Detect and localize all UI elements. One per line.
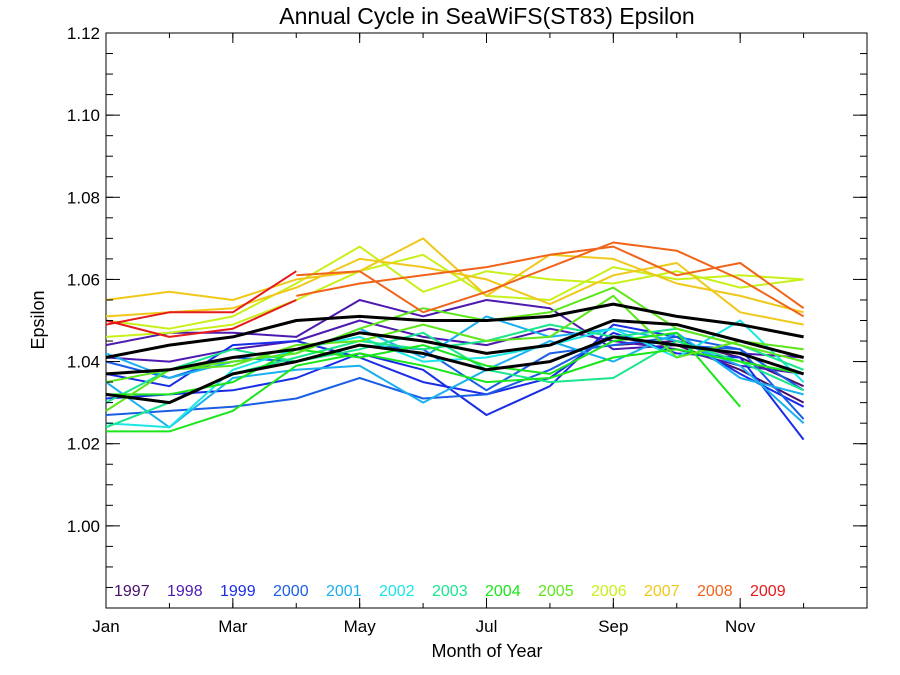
series-line-1999-4 (105, 323, 805, 416)
x-axis-label: Month of Year (431, 641, 542, 661)
legend: 1997 1998 1999 2000 2001 2002 2003 2004 2005 2006… (114, 583, 786, 600)
legend-item-1998: 1998 (167, 583, 203, 600)
x-tick-label: May (344, 617, 377, 636)
y-axis-label: Epsilon (28, 290, 48, 349)
legend-item-2005: 2005 (538, 583, 574, 600)
legend-item-2001: 2001 (326, 583, 362, 600)
legend-item-2007: 2007 (644, 583, 680, 600)
y-tick-label: 1.06 (67, 270, 100, 289)
legend-item-2003: 2003 (432, 583, 468, 600)
y-axis: 1.00 1.02 1.04 1.06 1.08 1.10 1.12 (67, 24, 867, 609)
x-tick-label: Mar (218, 617, 248, 636)
series-line-2009-23 (105, 270, 297, 326)
series-line-2007-19 (105, 237, 804, 314)
series-line-2006-18 (105, 253, 804, 338)
x-tick-label: Jul (476, 617, 498, 636)
series-line-mean-27 (105, 335, 805, 405)
series-line-2007-20 (105, 257, 804, 326)
legend-item-2008: 2008 (697, 583, 733, 600)
series-line-mean-25 (105, 302, 804, 359)
legend-item-2006: 2006 (591, 583, 627, 600)
y-tick-label: 1.04 (67, 353, 100, 372)
series-line-2001-8 (105, 331, 804, 429)
x-axis: Jan Mar May Jul Sep Nov (92, 33, 868, 636)
series-line-2005-16 (105, 294, 804, 412)
y-tick-label: 1.00 (67, 517, 100, 536)
y-tick-label: 1.12 (67, 24, 100, 43)
legend-item-1999: 1999 (220, 583, 256, 600)
legend-item-1997: 1997 (114, 583, 150, 600)
x-tick-label: Jan (92, 617, 119, 636)
series-line-2008-22 (296, 245, 805, 310)
legend-item-2000: 2000 (273, 583, 309, 600)
series-line-2005-15 (105, 286, 804, 384)
y-tick-label: 1.08 (67, 188, 100, 207)
y-tick-label: 1.02 (67, 435, 100, 454)
legend-item-2009: 2009 (750, 583, 786, 600)
legend-item-2004: 2004 (485, 583, 521, 600)
series-line-2009-24 (105, 299, 297, 338)
x-tick-label: Sep (598, 617, 628, 636)
y-tick-label: 1.10 (67, 106, 100, 125)
series-layer (105, 237, 805, 441)
series-line-mean-26 (105, 319, 804, 376)
x-tick-label: Nov (725, 617, 756, 636)
series-line-2004-13 (106, 348, 804, 433)
series-line-2008-21 (296, 241, 805, 318)
chart-title: Annual Cycle in SeaWiFS(ST83) Epsilon (279, 3, 694, 29)
legend-item-2002: 2002 (379, 583, 415, 600)
